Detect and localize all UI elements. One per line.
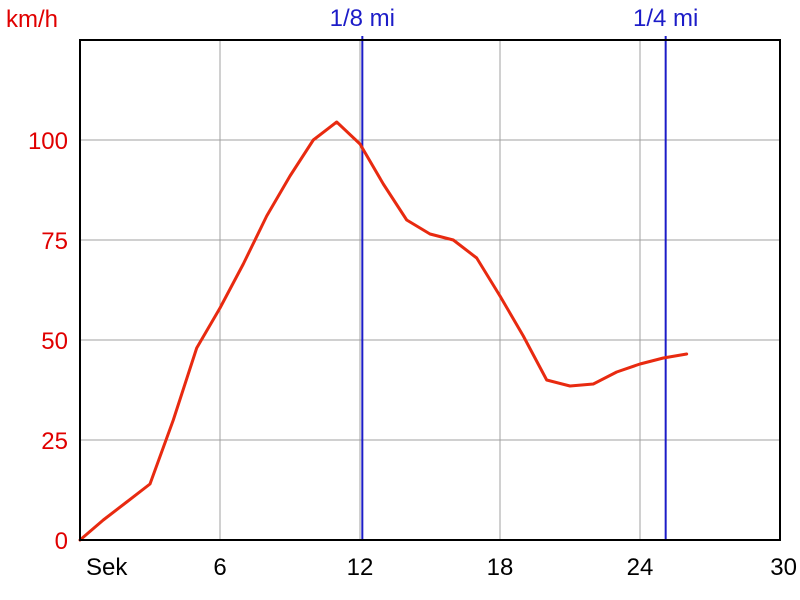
x-tick-label: 18	[487, 554, 514, 581]
series-line	[78, 120, 689, 542]
y-tick-labels: 0 25 50 75 100	[28, 128, 68, 555]
y-axis-unit-label: km/h	[6, 6, 58, 33]
distance-markers: 1/8 mi 1/4 mi	[330, 5, 698, 540]
distance-marker-label: 1/8 mi	[330, 5, 395, 32]
x-tick-label: 12	[347, 554, 374, 581]
x-tick-label: 6	[213, 554, 226, 581]
x-tick-label: 24	[627, 554, 654, 581]
x-tick-labels: 6 12 18 24 30	[213, 554, 797, 581]
y-tick-label: 0	[55, 528, 68, 555]
y-tick-label: 50	[41, 328, 68, 355]
y-tick-label: 100	[28, 128, 68, 155]
y-tick-label: 75	[41, 228, 68, 255]
distance-marker-label: 1/4 mi	[633, 5, 698, 32]
grid	[80, 40, 780, 540]
x-axis-unit-label: Sek	[86, 554, 128, 581]
y-tick-label: 25	[41, 428, 68, 455]
plot-frame	[79, 39, 781, 541]
x-tick-label: 30	[770, 554, 797, 581]
